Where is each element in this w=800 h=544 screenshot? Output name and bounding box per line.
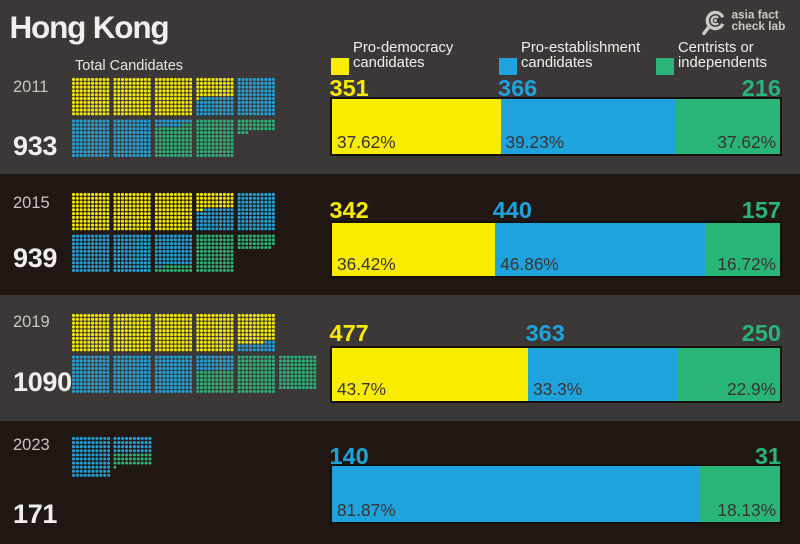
svg-text:asia fact: asia fact (732, 7, 779, 21)
svg-text:check lab: check lab (732, 19, 786, 33)
